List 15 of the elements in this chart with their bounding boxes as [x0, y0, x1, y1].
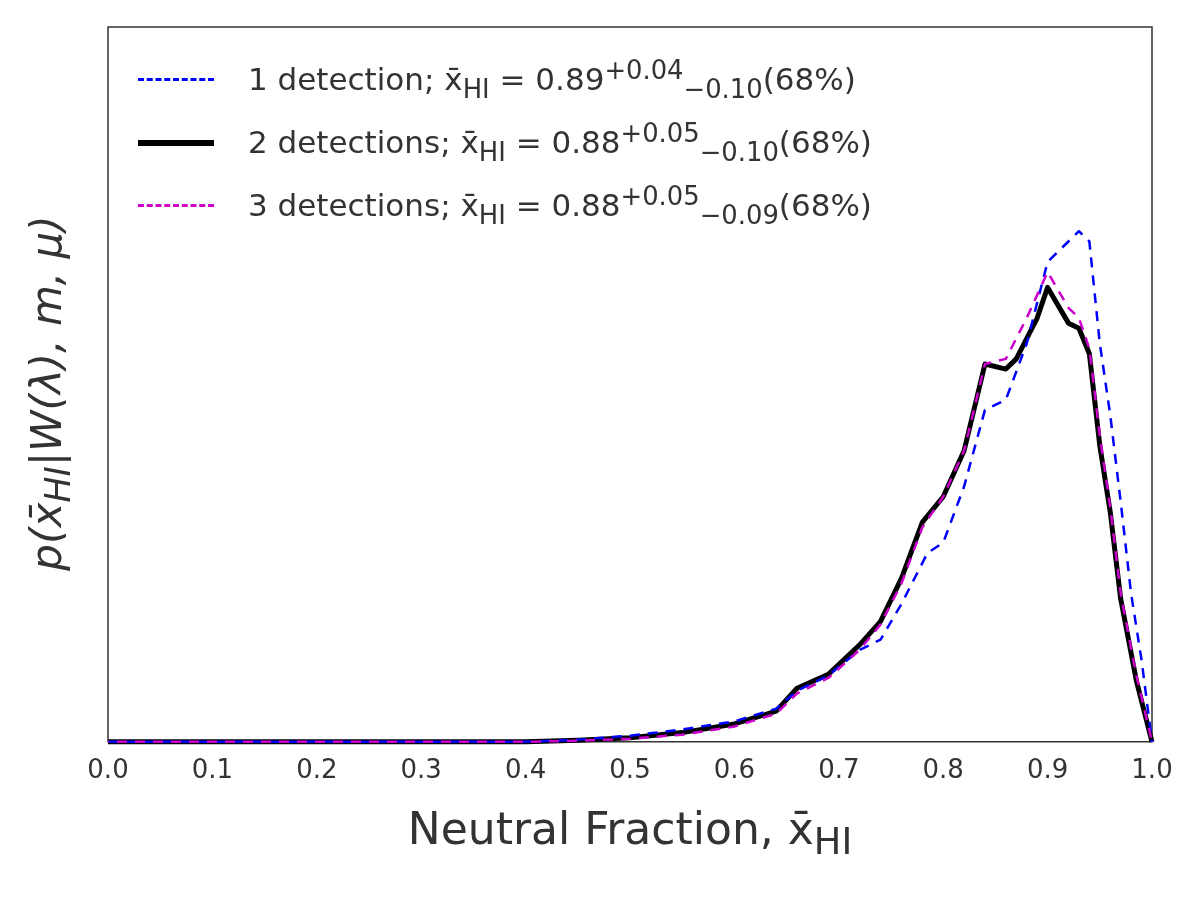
x-tick-label: 0.5: [609, 754, 651, 785]
x-tick-label: 1.0: [1131, 754, 1173, 785]
x-tick-label: 0.8: [922, 754, 964, 785]
x-tick-label: 0.3: [400, 754, 442, 785]
x-tick-label: 0.1: [191, 754, 234, 785]
legend-label: 3 detections; x̄$_{HI}$ = 0.88$^{+0.05}$$_{−0.09}$(68%): [248, 181, 872, 230]
x-tick-label: 0.2: [296, 754, 338, 785]
x-tick-label: 0.7: [818, 754, 860, 785]
x-axis-title: Neutral Fraction, x̄$_{HI}$: [406, 803, 854, 863]
legend-label: 1 detection; x̄$_{HI}$ = 0.89$^{+0.04}$$_{−0.10}$(68%): [248, 55, 856, 104]
x-tick-label: 0.9: [1026, 754, 1069, 785]
x-tick-label: 0.4: [504, 754, 547, 785]
x-tick-label: 0.6: [713, 754, 756, 785]
legend-label: 2 detections; x̄$_{HI}$ = 0.88$^{+0.05}$$_{−0.10}$(68%): [248, 118, 872, 167]
x-tick-label: 0.0: [87, 754, 129, 785]
